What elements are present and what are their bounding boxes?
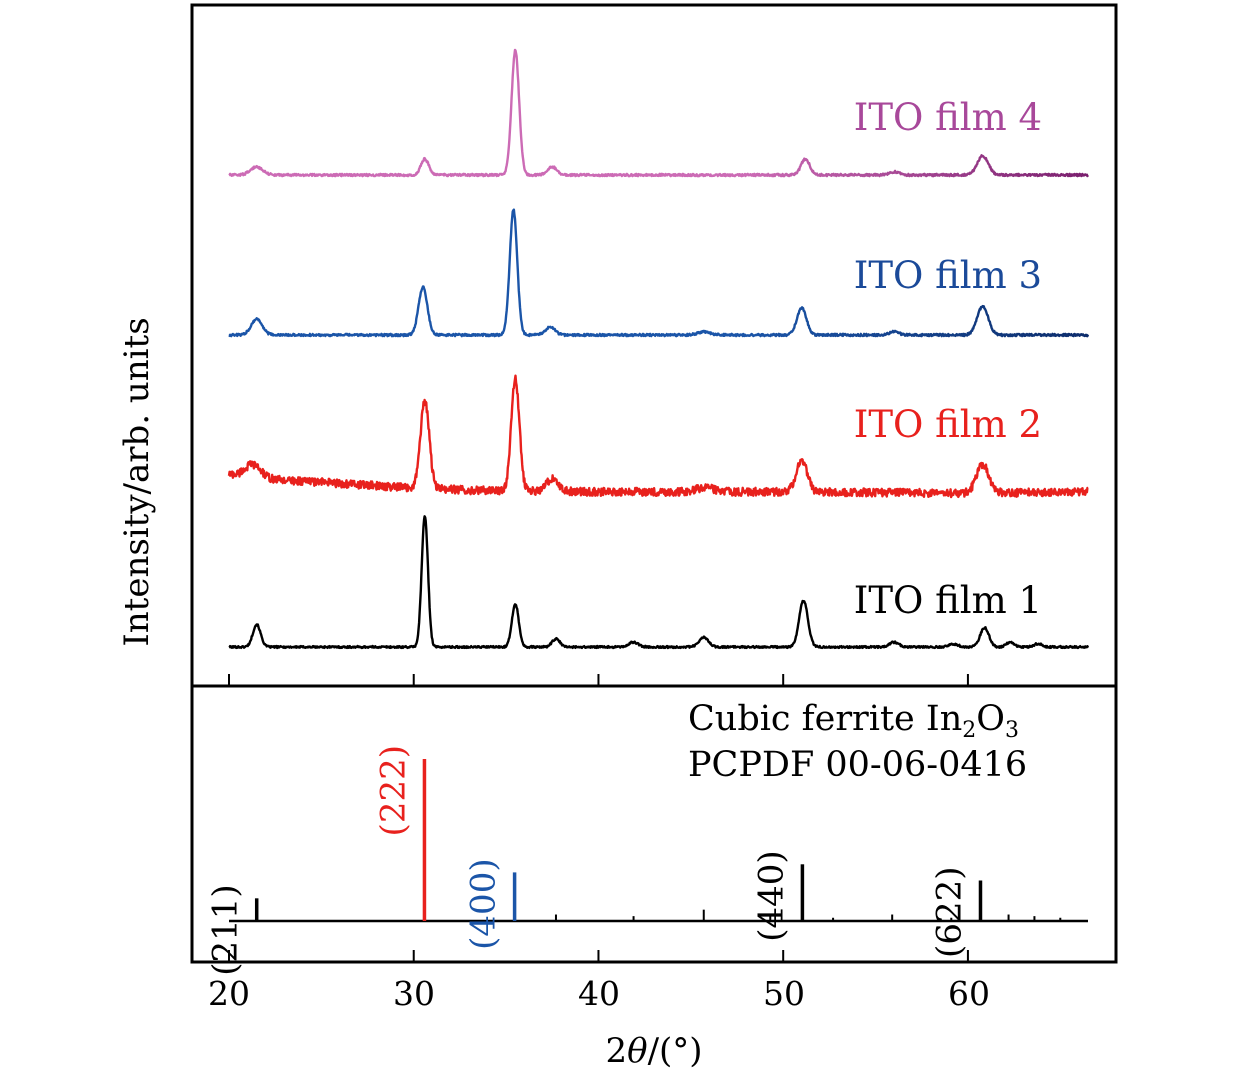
legend-label-film-2: ITO film 2 xyxy=(854,403,1042,446)
hkl-labels: (211) (222) (400) (440) (622) xyxy=(206,745,970,976)
reference-pattern-bars xyxy=(229,759,1088,923)
hkl-label: (400) xyxy=(464,858,504,949)
legend-label-film-3: ITO film 3 xyxy=(854,254,1042,297)
x-tick-label-60: 60 xyxy=(948,974,990,1013)
x-axis-label-suffix: /(°) xyxy=(648,1031,703,1071)
x-axis-label-theta: θ xyxy=(627,1031,647,1071)
reference-title-mid: O xyxy=(976,699,1005,739)
hkl-label: (222) xyxy=(373,745,413,836)
xrd-series-ito-film-4 xyxy=(228,48,1089,178)
reference-title: Cubic ferrite In2O3 xyxy=(688,699,1019,743)
x-tick-label-30: 30 xyxy=(393,974,435,1013)
x-axis-label-prefix: 2 xyxy=(605,1031,627,1071)
lower-x-ticks xyxy=(228,950,969,962)
y-axis-label: Intensity/arb. units xyxy=(117,317,157,646)
reference-title-sub1: 2 xyxy=(962,718,976,743)
legend-label-film-1: ITO film 1 xyxy=(854,579,1042,622)
x-tick-label-20: 20 xyxy=(208,974,250,1013)
reference-title-sub2: 3 xyxy=(1005,718,1019,743)
x-tick-label-40: 40 xyxy=(578,974,620,1013)
reference-title-prefix: Cubic ferrite In xyxy=(688,699,962,739)
xrd-series-ito-film-2 xyxy=(227,374,1089,499)
xrd-series-ito-film-1 xyxy=(228,515,1090,650)
hkl-label: (440) xyxy=(751,850,791,941)
legend-label-film-4: ITO film 4 xyxy=(854,96,1042,139)
hkl-label: (622) xyxy=(929,867,969,958)
reference-card-id: PCPDF 00-06-0416 xyxy=(688,745,1027,785)
x-axis-label: 2θ/(°) xyxy=(605,1031,702,1071)
xrd-series-group xyxy=(227,48,1090,650)
xrd-series-ito-film-3 xyxy=(228,208,1090,338)
upper-x-ticks xyxy=(228,674,969,686)
x-tick-label-50: 50 xyxy=(763,974,805,1013)
lower-panel-frame xyxy=(190,684,1118,964)
hkl-label: (211) xyxy=(206,884,246,975)
